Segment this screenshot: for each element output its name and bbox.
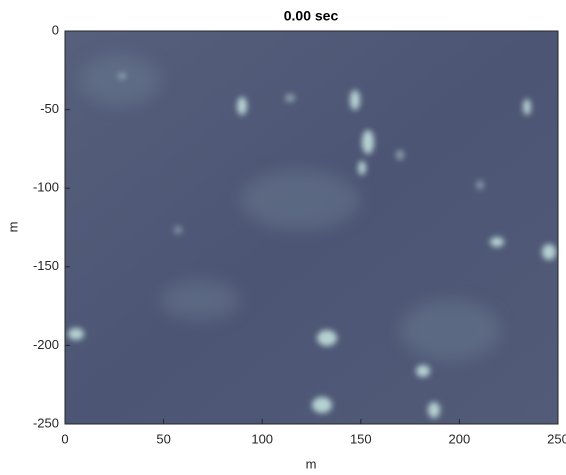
x-tick-label: 100 — [251, 431, 273, 446]
y-tick-label: -200 — [33, 337, 59, 352]
sea-image — [65, 31, 558, 424]
x-tick-label: 50 — [156, 431, 170, 446]
chart-title: 0.00 sec — [284, 8, 339, 24]
x-axis-label: m — [306, 456, 317, 471]
x-tick-label: 150 — [350, 431, 372, 446]
y-tick-label: -50 — [40, 101, 59, 116]
axes-box — [64, 30, 559, 425]
y-tick-label: -250 — [33, 415, 59, 430]
y-tick-label: -100 — [33, 180, 59, 195]
y-tick-label: -150 — [33, 258, 59, 273]
y-axis-label: m — [5, 222, 20, 233]
x-tick-label: 250 — [547, 431, 566, 446]
x-tick-label: 0 — [61, 431, 68, 446]
y-tick-label: 0 — [52, 22, 59, 37]
x-tick-label: 200 — [449, 431, 471, 446]
